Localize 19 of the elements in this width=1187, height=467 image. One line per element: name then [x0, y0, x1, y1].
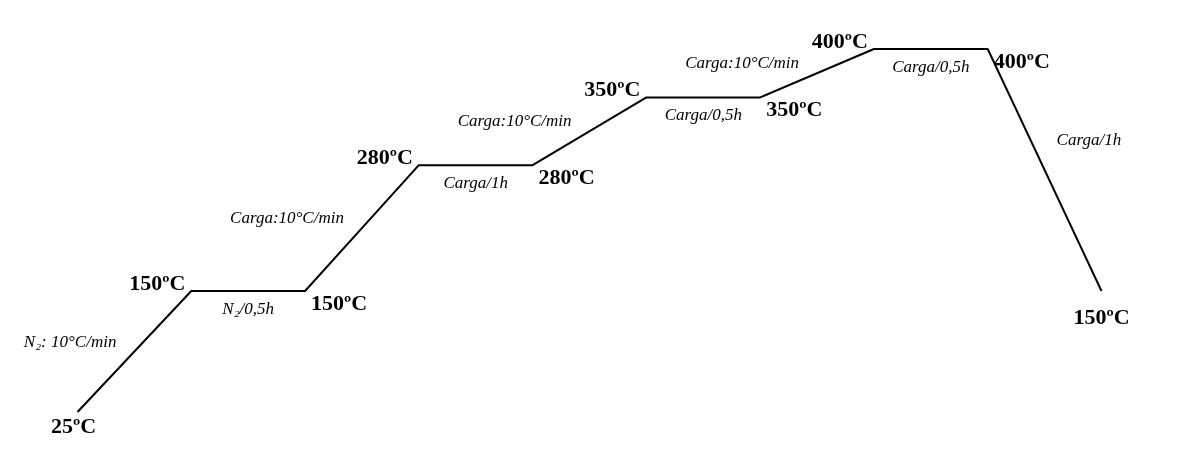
data-label: 25ºC: [50, 413, 97, 438]
annotation: Carga:10°C/min: [230, 208, 344, 228]
annotation: N₂: 10°C/min: [22, 331, 117, 351]
data-label: 150ºC: [129, 270, 186, 295]
annotation: Carga/1h: [443, 173, 508, 193]
annotation: Carga/0,5h: [892, 57, 970, 76]
annotation: N₂/0,5h: [221, 299, 275, 318]
annotation: Carga/0,5h: [664, 105, 742, 125]
data-label: 150ºC: [311, 290, 368, 315]
data-label: 400ºC: [811, 28, 868, 53]
annotation: Carga/1h: [1056, 130, 1122, 149]
data-label: 150ºC: [1073, 304, 1130, 329]
data-label: 350ºC: [766, 96, 823, 122]
annotation: Carga:10°C/min: [685, 53, 800, 73]
data-label: 280ºC: [356, 144, 413, 170]
data-label: 400ºC: [993, 48, 1050, 73]
data-label: 350ºC: [584, 76, 641, 102]
annotation: Carga:10°C/min: [457, 111, 572, 131]
data-label: 280ºC: [538, 164, 595, 190]
